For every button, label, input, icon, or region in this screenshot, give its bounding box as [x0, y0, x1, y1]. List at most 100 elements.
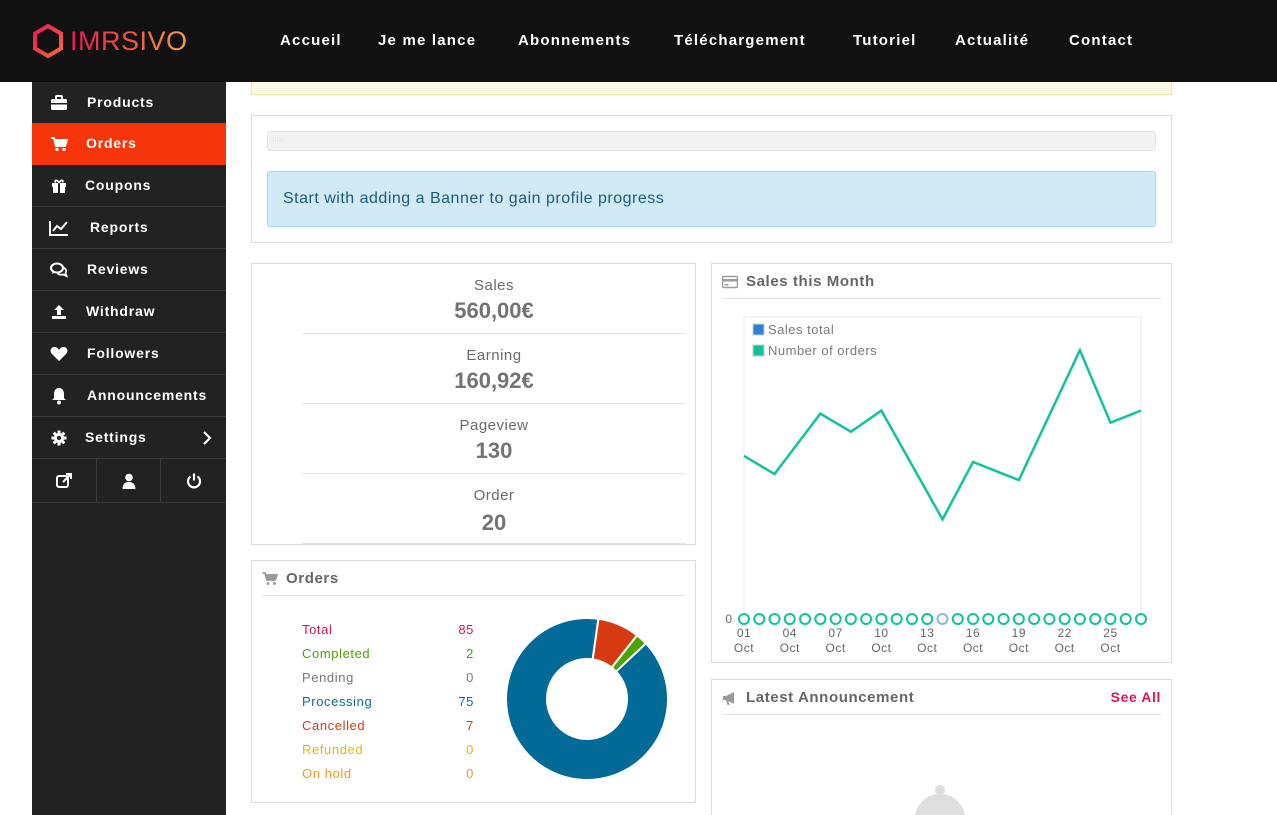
x-tick-label: 13 [920, 626, 934, 640]
briefcase-icon [49, 93, 69, 113]
nav-tutoriel[interactable]: Tutoriel [853, 32, 917, 49]
series-point-orders [1135, 613, 1147, 625]
series-point-orders [799, 613, 812, 625]
external-link-icon[interactable] [32, 458, 97, 503]
stat-title: Sales [473, 277, 515, 294]
series-point-orders [860, 613, 873, 625]
orders-panel: Orders Total 85 Completed 2 Pending 0 Processi… [251, 560, 696, 803]
order-status-count: 85 [458, 622, 474, 637]
orders-donut-chart [506, 618, 668, 780]
sales-panel-header: Sales this Month [722, 273, 1161, 299]
series-line-sales-total [743, 347, 1142, 522]
x-tick-label: 10 [874, 626, 888, 640]
sidebar-item-reports[interactable]: Reports [32, 207, 226, 249]
sidebar-item-announcements[interactable]: Announcements [32, 375, 226, 417]
dashboard-sidebar: Products Orders Coupons Reports Reviews … [32, 82, 226, 815]
series-point-orders [783, 613, 796, 625]
nav-je-me-lance[interactable]: Je me lance [378, 32, 477, 49]
series-point-orders [844, 613, 857, 625]
order-status-count: 7 [466, 718, 474, 733]
orders-status-row: Refunded 0 [302, 742, 474, 760]
series-point-orders [982, 613, 995, 625]
legend-label: Sales total [768, 322, 834, 337]
donut-slice-processing [506, 618, 668, 780]
orders-panel-header: Orders [262, 570, 685, 596]
orders-status-row: Completed 2 [302, 646, 474, 664]
x-tick-label: Oct [826, 641, 846, 655]
nav-abonnements[interactable]: Abonnements [518, 32, 632, 49]
x-tick-label: Oct [917, 641, 937, 655]
nav-contact[interactable]: Contact [1069, 32, 1134, 49]
series-point-orders [1089, 613, 1102, 625]
stat-order: Order 20 [302, 474, 686, 544]
x-tick-label: 07 [828, 626, 842, 640]
series-point-orders [1058, 613, 1071, 625]
order-status-label: On hold [302, 766, 352, 781]
order-status-label: Refunded [302, 742, 364, 757]
nav-telechargement[interactable]: Téléchargement [674, 32, 806, 49]
cart-icon [262, 572, 278, 585]
stat-title: Pageview [459, 417, 529, 434]
stat-value: 160,92€ [454, 368, 534, 393]
bell-placeholder-icon [915, 785, 965, 815]
series-point-orders [967, 613, 980, 625]
x-tick-label: Oct [1100, 641, 1120, 655]
sidebar-item-label: Products [87, 94, 155, 110]
sidebar-item-orders[interactable]: Orders [32, 123, 226, 165]
main-nav: Accueil Je me lance Abonnements Téléchar… [0, 32, 1277, 52]
brand-logo[interactable]: IMRSIVO [32, 24, 188, 58]
sidebar-item-label: Coupons [85, 177, 152, 193]
power-icon[interactable] [161, 458, 226, 503]
x-tick-label: 19 [1012, 626, 1026, 640]
sales-line-chart: 001Oct04Oct07Oct10Oct13Oct16Oct19Oct22Oc… [725, 316, 1147, 655]
progress-message: Start with adding a Banner to gain profi… [283, 190, 665, 207]
order-status-count: 0 [466, 766, 474, 781]
megaphone-icon [723, 692, 734, 705]
order-status-label: Total [302, 622, 333, 637]
orders-panel-title: Orders [286, 570, 339, 587]
order-status-count: 75 [458, 694, 474, 709]
user-icon[interactable] [97, 458, 161, 503]
see-all-link[interactable]: See All [1110, 689, 1161, 705]
legend-swatch [752, 344, 765, 357]
series-point-orders [753, 613, 766, 625]
sidebar-item-label: Followers [87, 345, 160, 361]
x-tick-label: 16 [966, 626, 980, 640]
sales-this-month-panel: Sales this Month 0 01 Oct 04 Oct 07 Oct 10 Oct 13… [711, 263, 1172, 663]
stat-earning: Earning 160,92€ [302, 334, 686, 404]
chevron-right-icon [203, 431, 212, 445]
series-point-orders [921, 613, 934, 625]
sidebar-item-withdraw[interactable]: Withdraw [32, 291, 226, 333]
order-status-count: 0 [466, 742, 474, 757]
heart-icon [49, 344, 69, 364]
profile-progress-panel: 0% Start with adding a Banner to gain pr… [251, 115, 1172, 243]
chart-plot-area [743, 316, 1142, 620]
nav-accueil[interactable]: Accueil [280, 32, 342, 49]
announcement-panel-title: Latest Announcement [746, 689, 915, 706]
series-point-orders [829, 613, 842, 625]
sidebar-item-coupons[interactable]: Coupons [32, 165, 226, 207]
sidebar-item-reviews[interactable]: Reviews [32, 249, 226, 291]
nav-actualite[interactable]: Actualité [955, 32, 1030, 49]
x-tick-label: Oct [871, 641, 891, 655]
notice-strip [251, 82, 1172, 95]
upload-icon [49, 302, 69, 322]
sidebar-item-followers[interactable]: Followers [32, 333, 226, 375]
sidebar-item-settings[interactable]: Settings [32, 417, 226, 459]
sidebar-item-label: Announcements [87, 387, 208, 403]
series-point-orders [1073, 613, 1086, 625]
sidebar-item-products[interactable]: Products [32, 82, 226, 124]
progress-percent: 0% [270, 135, 285, 146]
line-chart-icon [49, 218, 69, 238]
x-tick-label: 25 [1103, 626, 1117, 640]
x-tick-label: Oct [1055, 641, 1075, 655]
stat-title: Earning [466, 347, 522, 364]
order-status-label: Processing [302, 694, 373, 709]
order-status-label: Cancelled [302, 718, 366, 733]
legend-swatch [752, 323, 765, 336]
series-point-orders [997, 613, 1010, 625]
series-point-orders [905, 613, 918, 625]
stat-sales: Sales 560,00€ [302, 264, 686, 334]
series-point-orders [768, 613, 781, 625]
y-tick-label: 0 [725, 612, 732, 626]
